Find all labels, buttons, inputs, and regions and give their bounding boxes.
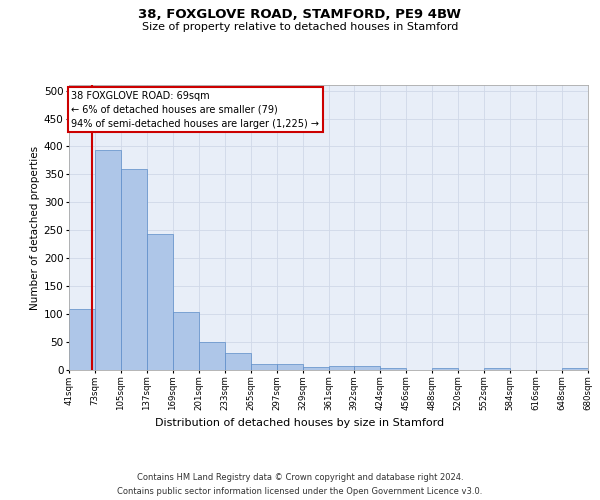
Text: Contains HM Land Registry data © Crown copyright and database right 2024.: Contains HM Land Registry data © Crown c…: [137, 473, 463, 482]
Bar: [251, 364, 277, 370]
Y-axis label: Number of detached properties: Number of detached properties: [29, 146, 40, 310]
Bar: [380, 368, 406, 370]
Bar: [95, 150, 121, 370]
Text: Size of property relative to detached houses in Stamford: Size of property relative to detached ho…: [142, 22, 458, 32]
Bar: [121, 169, 147, 370]
Text: 38, FOXGLOVE ROAD, STAMFORD, PE9 4BW: 38, FOXGLOVE ROAD, STAMFORD, PE9 4BW: [139, 8, 461, 20]
Bar: [225, 353, 251, 370]
Bar: [329, 366, 354, 370]
Bar: [432, 368, 458, 370]
Bar: [173, 312, 199, 370]
Bar: [354, 366, 380, 370]
Bar: [277, 364, 303, 370]
Bar: [562, 368, 588, 370]
Text: Contains public sector information licensed under the Open Government Licence v3: Contains public sector information licen…: [118, 486, 482, 496]
Bar: [199, 342, 225, 370]
Bar: [484, 368, 510, 370]
Text: Distribution of detached houses by size in Stamford: Distribution of detached houses by size …: [155, 418, 445, 428]
Bar: [303, 366, 329, 370]
Text: 38 FOXGLOVE ROAD: 69sqm
← 6% of detached houses are smaller (79)
94% of semi-det: 38 FOXGLOVE ROAD: 69sqm ← 6% of detached…: [71, 90, 319, 128]
Bar: [69, 308, 95, 370]
Bar: [147, 234, 173, 370]
